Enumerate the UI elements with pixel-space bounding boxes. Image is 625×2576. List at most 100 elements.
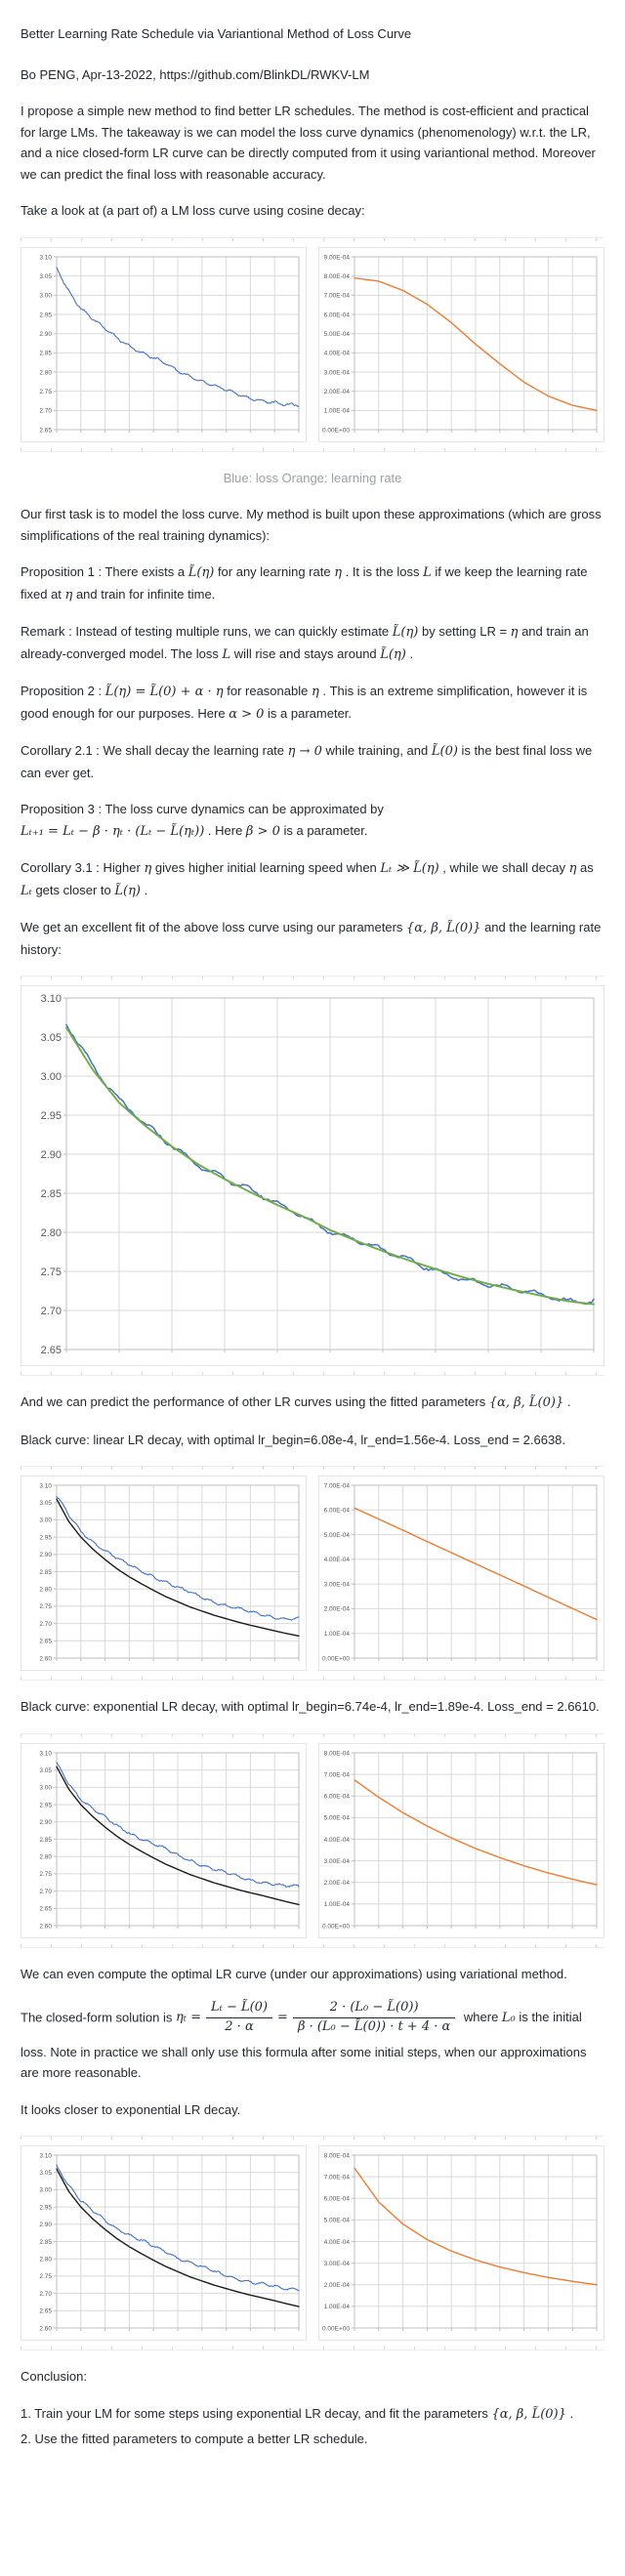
svg-text:7.00E-04: 7.00E-04 bbox=[324, 1482, 351, 1489]
math-segment: η bbox=[568, 861, 577, 876]
text-segment: as bbox=[576, 860, 594, 875]
text-segment: is a parameter. bbox=[279, 822, 368, 838]
svg-text:3.05: 3.05 bbox=[39, 2170, 52, 2177]
svg-text:2.80: 2.80 bbox=[39, 1586, 52, 1593]
svg-text:1.00E-04: 1.00E-04 bbox=[324, 2304, 351, 2310]
text-segment: And we can predict the performance of ot… bbox=[21, 1394, 489, 1409]
text-segment: and train an already-converged model. Th… bbox=[21, 624, 589, 661]
text-segment: gets closer to bbox=[31, 882, 115, 897]
text-segment: We get an excellent fit of the above los… bbox=[21, 920, 407, 935]
math-segment: L̃(η) bbox=[188, 565, 215, 580]
figure-linear: 3.10 3.05 3.00 2.95 2.90 2.85 2.80 2.75 2.70 2.65… bbox=[21, 1466, 604, 1681]
math-segment: η bbox=[64, 587, 73, 602]
black-exponential-paragraph: Black curve: exponential LR decay, with … bbox=[21, 1696, 604, 1718]
chart-box: 9.00E-04 8.00E-04 7.00E-04 6.00E-04 5.00E-04… bbox=[318, 246, 604, 442]
svg-text:2.80: 2.80 bbox=[39, 2257, 52, 2264]
svg-text:2.90: 2.90 bbox=[39, 2222, 52, 2228]
svg-text:3.05: 3.05 bbox=[39, 1500, 52, 1507]
text-segment: is the best final loss we can ever get. bbox=[21, 743, 593, 780]
math-segment: β > 0 bbox=[245, 823, 280, 839]
math-segment: Lₜ ≫ L̃(η) bbox=[380, 861, 439, 876]
text-segment: for reasonable bbox=[223, 684, 312, 698]
math-segment: η bbox=[510, 625, 519, 640]
closed-form-fraction-2: 2 · (L₀ − L̃(0)) β · (L₀ − L̃(0)) · t + 4… bbox=[292, 2000, 456, 2036]
predict-paragraph: And we can predict the performance of ot… bbox=[21, 1392, 604, 1414]
axis-ticks-strip bbox=[21, 1941, 604, 1948]
proposition-3: Proposition 3 : The loss curve dynamics … bbox=[21, 799, 604, 842]
svg-text:4.00E-04: 4.00E-04 bbox=[324, 350, 351, 356]
intro-paragraph: I propose a simple new method to find be… bbox=[21, 101, 604, 185]
text-segment: by setting LR = bbox=[418, 624, 511, 639]
text-segment: Proposition 3 : The loss curve dynamics … bbox=[21, 802, 384, 816]
svg-text:3.05: 3.05 bbox=[39, 272, 52, 279]
text-segment: Remark : Instead of testing multiple run… bbox=[21, 624, 393, 639]
svg-text:3.05: 3.05 bbox=[39, 1766, 52, 1773]
math-segment: L̃(0) bbox=[431, 744, 458, 759]
math-segment: η bbox=[311, 685, 319, 699]
svg-text:3.10: 3.10 bbox=[39, 254, 52, 261]
text-segment: . It is the loss bbox=[341, 564, 424, 579]
svg-text:2.85: 2.85 bbox=[39, 2239, 52, 2246]
svg-text:7.00E-04: 7.00E-04 bbox=[324, 292, 351, 299]
svg-text:3.10: 3.10 bbox=[39, 1482, 52, 1489]
text-segment: 1. Train your LM for some steps using ex… bbox=[21, 2405, 492, 2421]
variational-paragraph: We can even compute the optimal LR curve… bbox=[21, 1964, 604, 1985]
conclusion-heading: Conclusion: bbox=[21, 2369, 87, 2385]
corollary-3-1: Corollary 3.1 : Higher η gives higher in… bbox=[21, 857, 604, 901]
math-segment: L̃(η) = L̃(0) + α · η bbox=[104, 685, 224, 699]
text-segment: for any learning rate bbox=[214, 564, 335, 579]
text-segment: is the initial bbox=[515, 2010, 582, 2025]
svg-text:1.00E-04: 1.00E-04 bbox=[324, 407, 351, 414]
byline: Bo PENG, Apr-13-2022, https://github.com… bbox=[21, 66, 370, 82]
svg-text:2.90: 2.90 bbox=[39, 1819, 52, 1826]
axis-ticks-strip bbox=[21, 2136, 604, 2142]
svg-text:2.90: 2.90 bbox=[39, 1552, 52, 1558]
cosine-intro-paragraph: Take a look at (a part of) a LM loss cur… bbox=[21, 200, 604, 222]
svg-text:2.85: 2.85 bbox=[39, 1569, 52, 1576]
figure-fit: 3.10 3.05 3.00 2.95 2.90 2.85 2.80 2.75 2.70 2.65 bbox=[21, 976, 604, 1376]
svg-text:2.70: 2.70 bbox=[39, 2291, 52, 2298]
svg-text:3.00: 3.00 bbox=[39, 292, 52, 299]
svg-text:4.00E-04: 4.00E-04 bbox=[324, 2239, 351, 2246]
svg-text:2.95: 2.95 bbox=[39, 1534, 52, 1541]
axis-ticks-strip bbox=[21, 1466, 604, 1472]
corollary-2-1: Corollary 2.1 : We shall decay the learn… bbox=[21, 740, 604, 783]
closed-form-equals: = bbox=[277, 2010, 288, 2025]
text-segment: and train for infinite time. bbox=[72, 586, 216, 602]
svg-text:4.00E-04: 4.00E-04 bbox=[324, 1836, 351, 1843]
text-segment: and the learning rate history: bbox=[21, 920, 602, 957]
svg-text:5.00E-04: 5.00E-04 bbox=[324, 1814, 351, 1821]
svg-text:8.00E-04: 8.00E-04 bbox=[324, 2153, 351, 2160]
excellent-fit-paragraph: We get an excellent fit of the above los… bbox=[21, 917, 604, 960]
svg-text:2.00E-04: 2.00E-04 bbox=[324, 388, 351, 395]
proposition-3-formula: Lₜ₊₁ = Lₜ − β · ηₜ · (Lₜ − L̃(ηₜ)) . Her… bbox=[21, 820, 604, 843]
lr-chart-optimal: 8.00E-04 7.00E-04 6.00E-04 5.00E-04 4.00E-04… bbox=[322, 2153, 598, 2333]
text-segment: . bbox=[563, 1394, 571, 1409]
chart-box: 3.10 3.05 3.00 2.95 2.90 2.85 2.80 2.75 2.70 2.65… bbox=[21, 2145, 307, 2342]
text-segment: . bbox=[565, 2405, 574, 2421]
math-segment: L̃(η) bbox=[392, 625, 419, 640]
loss-fit-chart: 3.10 3.05 3.00 2.95 2.90 2.85 2.80 2.75 2.70 2.65 bbox=[41, 993, 595, 1356]
svg-text:2.80: 2.80 bbox=[39, 369, 52, 376]
text-segment: where bbox=[460, 2010, 502, 2025]
svg-text:2.65: 2.65 bbox=[39, 427, 52, 434]
svg-text:3.00E-04: 3.00E-04 bbox=[324, 1581, 351, 1588]
svg-text:2.65: 2.65 bbox=[39, 2308, 52, 2315]
text-segment: Our first task is to model the loss curv… bbox=[21, 507, 602, 543]
fraction-denominator: 2 · α bbox=[205, 2016, 273, 2036]
text-segment: , while we shall decay bbox=[438, 860, 569, 875]
svg-text:2.90: 2.90 bbox=[39, 330, 52, 337]
svg-text:2.75: 2.75 bbox=[39, 1603, 52, 1610]
math-segment: {α, β, L̃(0)} bbox=[491, 2406, 566, 2422]
svg-text:6.00E-04: 6.00E-04 bbox=[324, 1508, 351, 1515]
svg-text:2.70: 2.70 bbox=[39, 1621, 52, 1628]
text-segment: is a parameter. bbox=[264, 705, 353, 721]
axis-ticks-strip bbox=[21, 236, 604, 243]
text-segment: It looks closer to exponential LR decay. bbox=[21, 2101, 241, 2117]
svg-text:2.80: 2.80 bbox=[41, 1227, 62, 1239]
svg-text:3.00E-04: 3.00E-04 bbox=[324, 2261, 351, 2267]
svg-text:3.00: 3.00 bbox=[39, 1784, 52, 1791]
math-segment: L̃(η) bbox=[114, 883, 141, 898]
svg-text:3.10: 3.10 bbox=[39, 1750, 52, 1757]
text-segment: The closed-form solution is bbox=[21, 2010, 176, 2025]
